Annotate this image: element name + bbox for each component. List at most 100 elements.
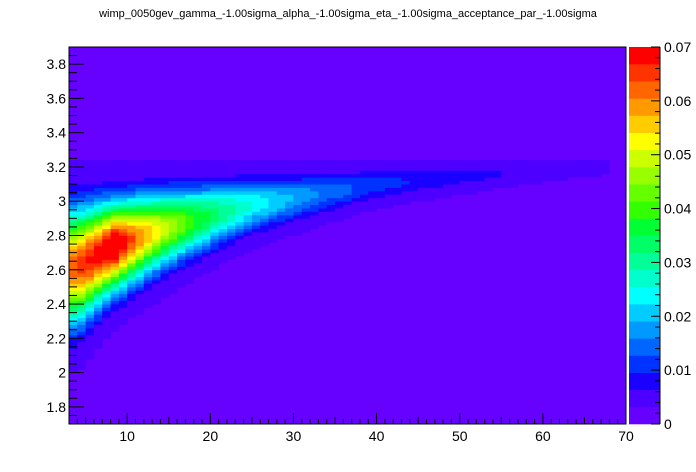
heatmap-cell — [601, 163, 610, 168]
heatmap-cell — [202, 166, 211, 171]
heatmap-cell — [567, 170, 577, 175]
heatmap-cell — [135, 201, 145, 206]
heatmap-cell — [177, 269, 186, 274]
heatmap-cell — [152, 187, 161, 192]
heatmap-cell — [293, 214, 303, 219]
heatmap-cell — [160, 225, 170, 230]
heatmap-cell — [285, 214, 294, 219]
heatmap-cell — [85, 173, 95, 178]
heatmap-cell — [401, 201, 411, 206]
heatmap-cell — [226, 242, 236, 247]
heatmap-cell — [251, 228, 261, 233]
heatmap-cell — [409, 184, 419, 188]
heatmap-cell — [243, 232, 253, 236]
heatmap-cell — [177, 266, 186, 271]
heatmap-cell — [143, 232, 153, 236]
heatmap-cell — [202, 225, 211, 230]
heatmap-cell — [351, 197, 361, 202]
heatmap-cell — [443, 177, 452, 182]
heatmap-cell — [143, 273, 153, 278]
heatmap-cell — [185, 218, 195, 223]
heatmap-cell — [93, 197, 103, 202]
heatmap-cell — [102, 310, 111, 315]
heatmap-cell — [143, 242, 153, 247]
x-tick-label: 20 — [203, 428, 219, 444]
heatmap-cell — [110, 266, 120, 271]
heatmap-cell — [160, 218, 170, 223]
heatmap-cell — [293, 211, 303, 216]
heatmap-cell — [268, 232, 278, 236]
heatmap-cell — [293, 190, 303, 195]
heatmap-cell — [559, 163, 569, 168]
heatmap-cell — [185, 166, 195, 171]
heatmap-cell — [93, 208, 103, 212]
heatmap-cell — [118, 314, 128, 319]
color-bar-segment — [629, 81, 660, 99]
heatmap-cell — [127, 262, 136, 267]
heatmap-cell — [459, 173, 469, 178]
heatmap-cell — [310, 211, 319, 216]
heatmap-cell — [135, 235, 145, 240]
heatmap-cell — [143, 262, 153, 267]
heatmap-cell — [318, 184, 328, 188]
heatmap-cell — [210, 242, 220, 247]
heatmap-cell — [102, 238, 111, 243]
heatmap-cell — [185, 170, 195, 175]
heatmap-cell — [160, 211, 170, 216]
heatmap-cell — [526, 177, 535, 182]
heatmap-cell — [384, 194, 394, 199]
heatmap-cell — [118, 300, 128, 305]
heatmap-cell — [401, 170, 411, 175]
heatmap-cell — [335, 197, 344, 202]
heatmap-cell — [368, 180, 377, 185]
heatmap-cell — [102, 177, 111, 182]
heatmap-cell — [85, 194, 95, 199]
heatmap-cell — [268, 166, 278, 171]
heatmap-cell — [368, 208, 377, 212]
heatmap-cell — [135, 211, 145, 216]
heatmap-cell — [69, 194, 78, 199]
heatmap-cell — [85, 345, 95, 349]
heatmap-cell — [285, 163, 294, 168]
heatmap-cell — [310, 197, 319, 202]
heatmap-cell — [393, 201, 402, 206]
heatmap-cell — [318, 180, 328, 185]
heatmap-cell — [310, 180, 319, 185]
heatmap-cell — [484, 180, 494, 185]
heatmap-cell — [69, 221, 78, 226]
heatmap-cell — [268, 214, 278, 219]
heatmap-cell — [235, 177, 244, 182]
heatmap-cell — [85, 293, 95, 298]
heatmap-cell — [152, 273, 161, 278]
heatmap-cell — [102, 280, 111, 284]
heatmap-cell — [409, 173, 419, 178]
heatmap-cell — [102, 331, 111, 336]
heatmap-cell — [426, 166, 436, 171]
heatmap-cell — [276, 201, 286, 206]
heatmap-cell — [251, 232, 261, 236]
heatmap-cell — [218, 177, 228, 182]
heatmap-cell — [285, 201, 294, 206]
heatmap-cell — [368, 160, 377, 164]
heatmap-cell — [310, 204, 319, 209]
heatmap-cell — [69, 252, 78, 257]
heatmap-cell — [235, 163, 244, 168]
heatmap-cell — [226, 180, 236, 185]
heatmap-cell — [318, 177, 328, 182]
heatmap-cell — [102, 180, 111, 185]
heatmap-cell — [118, 307, 128, 312]
heatmap-cell — [434, 160, 444, 164]
heatmap-cell — [326, 163, 336, 168]
heatmap-cell — [143, 173, 153, 178]
heatmap-cell — [501, 163, 511, 168]
heatmap-cell — [185, 214, 195, 219]
heatmap-cell — [426, 187, 436, 192]
heatmap-cell — [202, 235, 211, 240]
heatmap-cell — [110, 297, 120, 302]
heatmap-cell — [260, 190, 269, 195]
heatmap-cell — [202, 242, 211, 247]
heatmap-cell — [268, 187, 278, 192]
heatmap-cell — [168, 201, 178, 206]
heatmap-cell — [226, 232, 236, 236]
heatmap-cell — [260, 201, 269, 206]
